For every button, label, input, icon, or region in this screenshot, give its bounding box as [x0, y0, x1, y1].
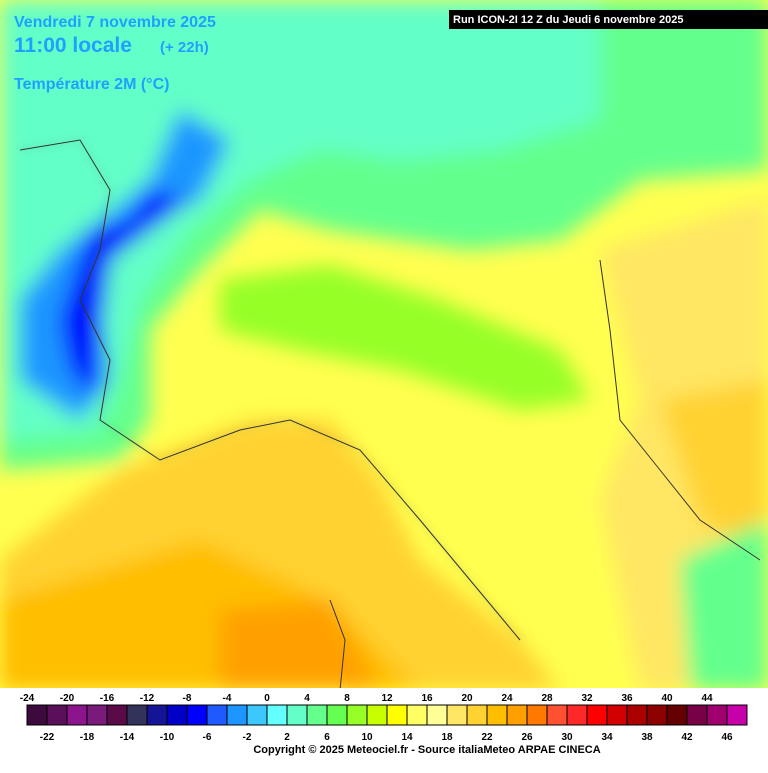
legend-tick-label: -22 — [40, 732, 55, 743]
parameter-label: Température 2M (°C) — [14, 76, 169, 93]
legend-tick-label: 2 — [284, 732, 290, 743]
legend-tick-label: -8 — [183, 693, 192, 704]
legend-swatch — [366, 704, 388, 726]
legend-swatch — [386, 704, 408, 726]
legend-tick-label: -6 — [203, 732, 212, 743]
forecast-offset: (+ 22h) — [160, 39, 209, 56]
legend-swatch — [26, 704, 48, 726]
legend-swatch — [86, 704, 108, 726]
legend-tick-label: -18 — [80, 732, 95, 743]
legend-tick-label: 16 — [421, 693, 433, 704]
legend-tick-label: 14 — [401, 732, 413, 743]
legend-swatch — [446, 704, 468, 726]
legend-swatch — [166, 704, 188, 726]
legend-tick-label: 6 — [324, 732, 330, 743]
legend-swatch — [586, 704, 608, 726]
legend-tick-label: 44 — [701, 693, 713, 704]
legend-swatch — [286, 704, 308, 726]
legend-swatch — [726, 704, 748, 726]
legend-swatch — [506, 704, 528, 726]
legend-swatch — [486, 704, 508, 726]
legend-tick-label: 22 — [481, 732, 493, 743]
copyright: Copyright © 2025 Meteociel.fr - Source i… — [253, 744, 600, 756]
legend-tick-label: 30 — [561, 732, 573, 743]
legend-swatch — [46, 704, 68, 726]
legend-swatch — [526, 704, 548, 726]
legend-tick-label: 4 — [304, 693, 310, 704]
legend-swatch — [706, 704, 728, 726]
legend-swatch — [626, 704, 648, 726]
legend-tick-label: 34 — [601, 732, 613, 743]
legend-swatch — [266, 704, 288, 726]
legend-tick-label: -20 — [60, 693, 75, 704]
legend-tick-label: 28 — [541, 693, 553, 704]
legend-tick-label: 36 — [621, 693, 633, 704]
legend-tick-label: -10 — [160, 732, 175, 743]
legend-swatch — [246, 704, 268, 726]
legend-tick-label: 20 — [461, 693, 473, 704]
legend-tick-label: 8 — [344, 693, 350, 704]
legend-swatch — [646, 704, 668, 726]
legend-swatch — [406, 704, 428, 726]
legend-swatch — [326, 704, 348, 726]
legend-tick-label: 24 — [501, 693, 513, 704]
legend-tick-label: 26 — [521, 732, 533, 743]
legend-swatch — [186, 704, 208, 726]
legend-swatch — [566, 704, 588, 726]
legend-tick-label: 12 — [381, 693, 393, 704]
legend-tick-label: 42 — [681, 732, 693, 743]
legend-swatch — [126, 704, 148, 726]
legend-tick-label: -2 — [243, 732, 252, 743]
legend-swatch — [466, 704, 488, 726]
legend-tick-label: 32 — [581, 693, 593, 704]
legend-swatch — [686, 704, 708, 726]
legend-swatch — [546, 704, 568, 726]
legend: -24-22-20-18-16-14-12-10-8-6-4-202468101… — [20, 693, 748, 743]
forecast-time: 11:00 locale — [14, 34, 132, 57]
legend-tick-label: 10 — [361, 732, 373, 743]
legend-swatch — [426, 704, 448, 726]
forecast-date: Vendredi 7 novembre 2025 — [14, 14, 216, 31]
legend-tick-label: 0 — [264, 693, 270, 704]
legend-swatch — [226, 704, 248, 726]
legend-tick-label: -16 — [100, 693, 115, 704]
legend-swatch — [106, 704, 128, 726]
legend-tick-label: 46 — [721, 732, 733, 743]
legend-swatch — [606, 704, 628, 726]
legend-panel — [0, 688, 768, 768]
legend-swatch — [306, 704, 328, 726]
legend-tick-label: -4 — [223, 693, 232, 704]
legend-tick-label: 40 — [661, 693, 673, 704]
legend-swatch — [66, 704, 88, 726]
run-info: Run ICON-2I 12 Z du Jeudi 6 novembre 202… — [453, 14, 683, 26]
run-banner — [449, 10, 768, 29]
legend-tick-label: -14 — [120, 732, 135, 743]
legend-swatch — [206, 704, 228, 726]
legend-tick-label: 18 — [441, 732, 453, 743]
legend-swatch — [666, 704, 688, 726]
legend-tick-label: -24 — [20, 693, 35, 704]
legend-tick-label: -12 — [140, 693, 155, 704]
legend-swatch — [346, 704, 368, 726]
legend-tick-label: 38 — [641, 732, 653, 743]
legend-swatch — [146, 704, 168, 726]
